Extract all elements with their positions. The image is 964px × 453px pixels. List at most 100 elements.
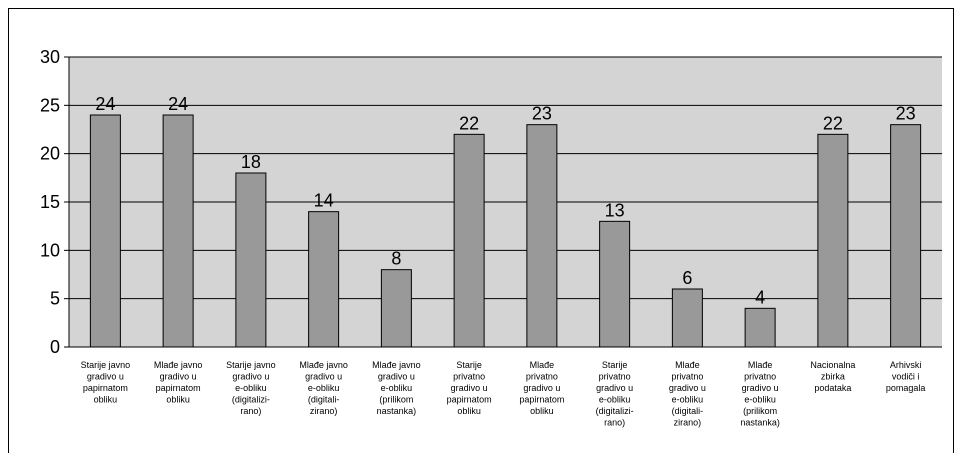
plot-area xyxy=(69,56,942,347)
x-tick-label-line: vodiči i xyxy=(892,372,920,382)
bar xyxy=(453,133,485,348)
x-tick-label-line: gradivo u xyxy=(451,383,488,393)
x-tick-label: Mlađe javno gradivo u e-obliku (prilikom nas… xyxy=(372,360,421,416)
data-label: 8 xyxy=(391,249,401,269)
x-tick-label-line: rano) xyxy=(604,418,625,428)
x-tick-label-line: gradivo u xyxy=(378,372,415,382)
x-tick-label-line: papirnatom xyxy=(447,395,492,405)
x-tick-label-line: gradivo u xyxy=(669,383,706,393)
x-tick-label-line: Starije xyxy=(456,360,482,370)
data-label: 22 xyxy=(823,113,843,133)
x-tick-label-line: gradivo u xyxy=(596,383,633,393)
x-tick-label-line: zirano) xyxy=(310,406,338,416)
data-label: 22 xyxy=(459,113,479,133)
x-tick-label-line: (digitali- xyxy=(672,406,704,416)
y-tick-label: 10 xyxy=(40,240,60,260)
bar xyxy=(744,307,776,348)
data-label: 23 xyxy=(532,104,552,124)
y-tick-label: 30 xyxy=(40,47,60,67)
x-tick-label-line: zirano) xyxy=(674,418,702,428)
x-tick-label-line: Arhivski xyxy=(890,360,922,370)
x-tick-label-line: (digitalizi- xyxy=(232,395,270,405)
bar xyxy=(890,124,922,348)
bar xyxy=(162,114,194,348)
x-tick-label: Mlađe privatno gradivo u papirnatom obliku xyxy=(519,360,564,416)
x-tick-label-line: gradivo u xyxy=(87,372,124,382)
x-tick-label-line: e-obliku xyxy=(599,395,631,405)
x-tick-label: Arhivski vodiči i pomagala xyxy=(886,360,926,393)
data-label: 24 xyxy=(168,94,188,114)
x-tick-label-line: privatno xyxy=(599,372,631,382)
x-tick-label: Starije privatno gradivo u e-obliku (digital… xyxy=(596,360,634,428)
x-tick-label: Starije javno gradivo u papirnatom obliku xyxy=(81,360,131,405)
x-tick-label-line: obliku xyxy=(530,406,554,416)
x-tick-label-line: Mlađe xyxy=(530,360,555,370)
y-axis: 0 5 10 15 20 25 30 xyxy=(40,47,942,357)
data-label: 24 xyxy=(95,94,115,114)
value-labels: 24 24 18 14 8 22 23 13 6 4 22 23 xyxy=(95,94,915,307)
data-label: 23 xyxy=(896,104,916,124)
x-tick-label-line: papirnatom xyxy=(156,383,201,393)
x-tick-label-line: Mlađe javno xyxy=(154,360,203,370)
x-tick-label-line: Starije javno xyxy=(226,360,276,370)
y-tick-label: 25 xyxy=(40,95,60,115)
data-label: 14 xyxy=(314,191,334,211)
x-tick-label: Starije privatno gradivo u papirnatom obliku xyxy=(447,360,492,416)
x-tick-label-line: privatno xyxy=(453,372,485,382)
x-tick-label-line: (prilikom xyxy=(379,395,413,405)
x-tick-label-line: privatno xyxy=(526,372,558,382)
x-tick-label-line: gradivo u xyxy=(523,383,560,393)
x-tick-label-line: (digitali- xyxy=(308,395,340,405)
x-tick-label-line: Mlađe javno xyxy=(372,360,421,370)
x-tick-label-line: papirnatom xyxy=(519,395,564,405)
x-tick-label-line: podataka xyxy=(814,383,851,393)
x-tick-label-line: zbirka xyxy=(821,372,845,382)
x-tick-label-line: privatno xyxy=(744,372,776,382)
x-tick-label-line: rano) xyxy=(240,406,261,416)
y-tick-label: 5 xyxy=(50,289,60,309)
x-tick-label-line: pomagala xyxy=(886,383,926,393)
x-tick-label-line: Mlađe xyxy=(748,360,773,370)
y-tick-label: 20 xyxy=(40,144,60,164)
x-tick-label: Mlađe privatno gradivo u e-obliku (digitali-… xyxy=(669,360,706,428)
x-tick-label-line: obliku xyxy=(94,395,118,405)
x-tick-label: Nacionalna zbirka podataka xyxy=(810,360,855,393)
x-tick-label-line: nastanka) xyxy=(740,418,780,428)
x-tick-label-line: papirnatom xyxy=(83,383,128,393)
x-tick-label-line: e-obliku xyxy=(744,395,776,405)
x-axis-labels: Starije javno gradivo u papirnatom oblikuMl… xyxy=(81,360,926,428)
x-tick-label-line: e-obliku xyxy=(235,383,267,393)
y-tick-label: 0 xyxy=(50,337,60,357)
data-label: 18 xyxy=(241,152,261,172)
x-tick-label-line: (prilikom xyxy=(743,406,777,416)
x-tick-label-line: e-obliku xyxy=(672,395,704,405)
x-tick-label-line: obliku xyxy=(457,406,481,416)
bar xyxy=(308,211,340,348)
bar xyxy=(817,133,849,348)
bar xyxy=(599,220,631,348)
x-tick-label-line: Nacionalna xyxy=(810,360,855,370)
x-tick-label: Mlađe privatno gradivo u e-obliku (prilikom n… xyxy=(740,360,780,428)
x-tick-label-line: (digitalizi- xyxy=(596,406,634,416)
bar xyxy=(526,124,558,348)
bar xyxy=(380,269,412,348)
data-label: 13 xyxy=(605,200,625,220)
x-tick-label-line: privatno xyxy=(671,372,703,382)
x-tick-label-line: gradivo u xyxy=(305,372,342,382)
x-tick-label: Mlađe javno gradivo u e-obliku (digitali-zi… xyxy=(299,360,348,416)
chart-frame xyxy=(8,8,954,453)
x-tick-label: Mlađe javno gradivo u papirnatom obliku xyxy=(154,360,203,405)
x-tick-label-line: gradivo u xyxy=(742,383,779,393)
x-tick-label-line: obliku xyxy=(166,395,190,405)
x-tick-label-line: Mlađe javno xyxy=(299,360,348,370)
data-label: 4 xyxy=(755,287,765,307)
x-tick-label: Starije javno gradivo u e-obliku (digitaliz… xyxy=(226,360,276,416)
bars xyxy=(89,114,922,348)
bar xyxy=(671,288,703,348)
x-tick-label-line: e-obliku xyxy=(381,383,413,393)
bar xyxy=(235,172,267,348)
x-tick-label-line: nastanka) xyxy=(377,406,417,416)
x-tick-label-line: e-obliku xyxy=(308,383,340,393)
bar xyxy=(89,114,121,348)
